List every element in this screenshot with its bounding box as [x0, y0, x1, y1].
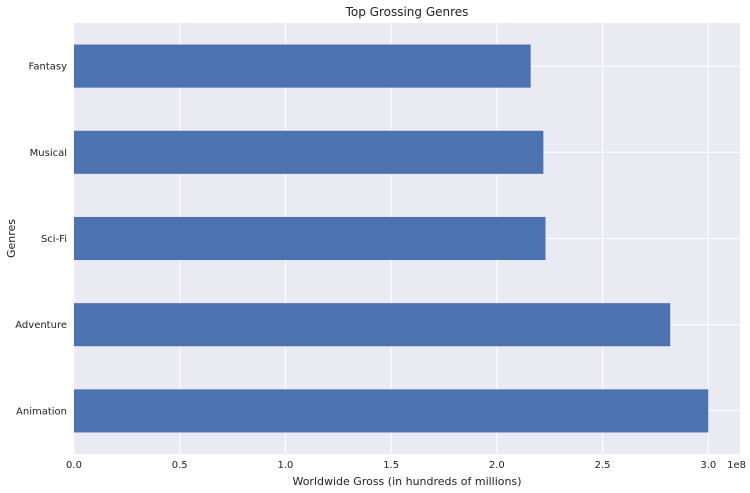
bars — [74, 44, 709, 433]
y-tick-label: Musical — [30, 148, 67, 159]
y-axis-label: Genres — [5, 219, 18, 258]
bar-adventure — [74, 303, 671, 347]
x-axis-label: Worldwide Gross (in hundreds of millions… — [292, 475, 521, 488]
y-tick-label: Animation — [16, 406, 67, 417]
x-tick-label: 1.5 — [383, 460, 399, 471]
x-tick-label: 2.5 — [595, 460, 611, 471]
x-tick-label: 0.0 — [66, 460, 82, 471]
x-tick-label: 1.0 — [277, 460, 293, 471]
y-tick-labels: Animation Adventure Sci-Fi Musical Fantasy — [15, 62, 67, 418]
x-axis-offset-label: 1e8 — [727, 460, 746, 471]
x-tick-labels: 0.0 0.5 1.0 1.5 2.0 2.5 3.0 — [66, 460, 716, 471]
chart-title: Top Grossing Genres — [345, 5, 469, 19]
bar-animation — [74, 389, 709, 433]
x-tick-label: 0.5 — [172, 460, 188, 471]
x-tick-label: 3.0 — [700, 460, 716, 471]
y-tick-label: Adventure — [15, 320, 67, 331]
y-tick-label: Fantasy — [29, 62, 68, 73]
bar-sci-fi — [74, 216, 546, 261]
bar-musical — [74, 130, 544, 174]
bar-fantasy — [74, 44, 531, 88]
x-tick-label: 2.0 — [489, 460, 505, 471]
y-tick-label: Sci-Fi — [41, 234, 67, 245]
